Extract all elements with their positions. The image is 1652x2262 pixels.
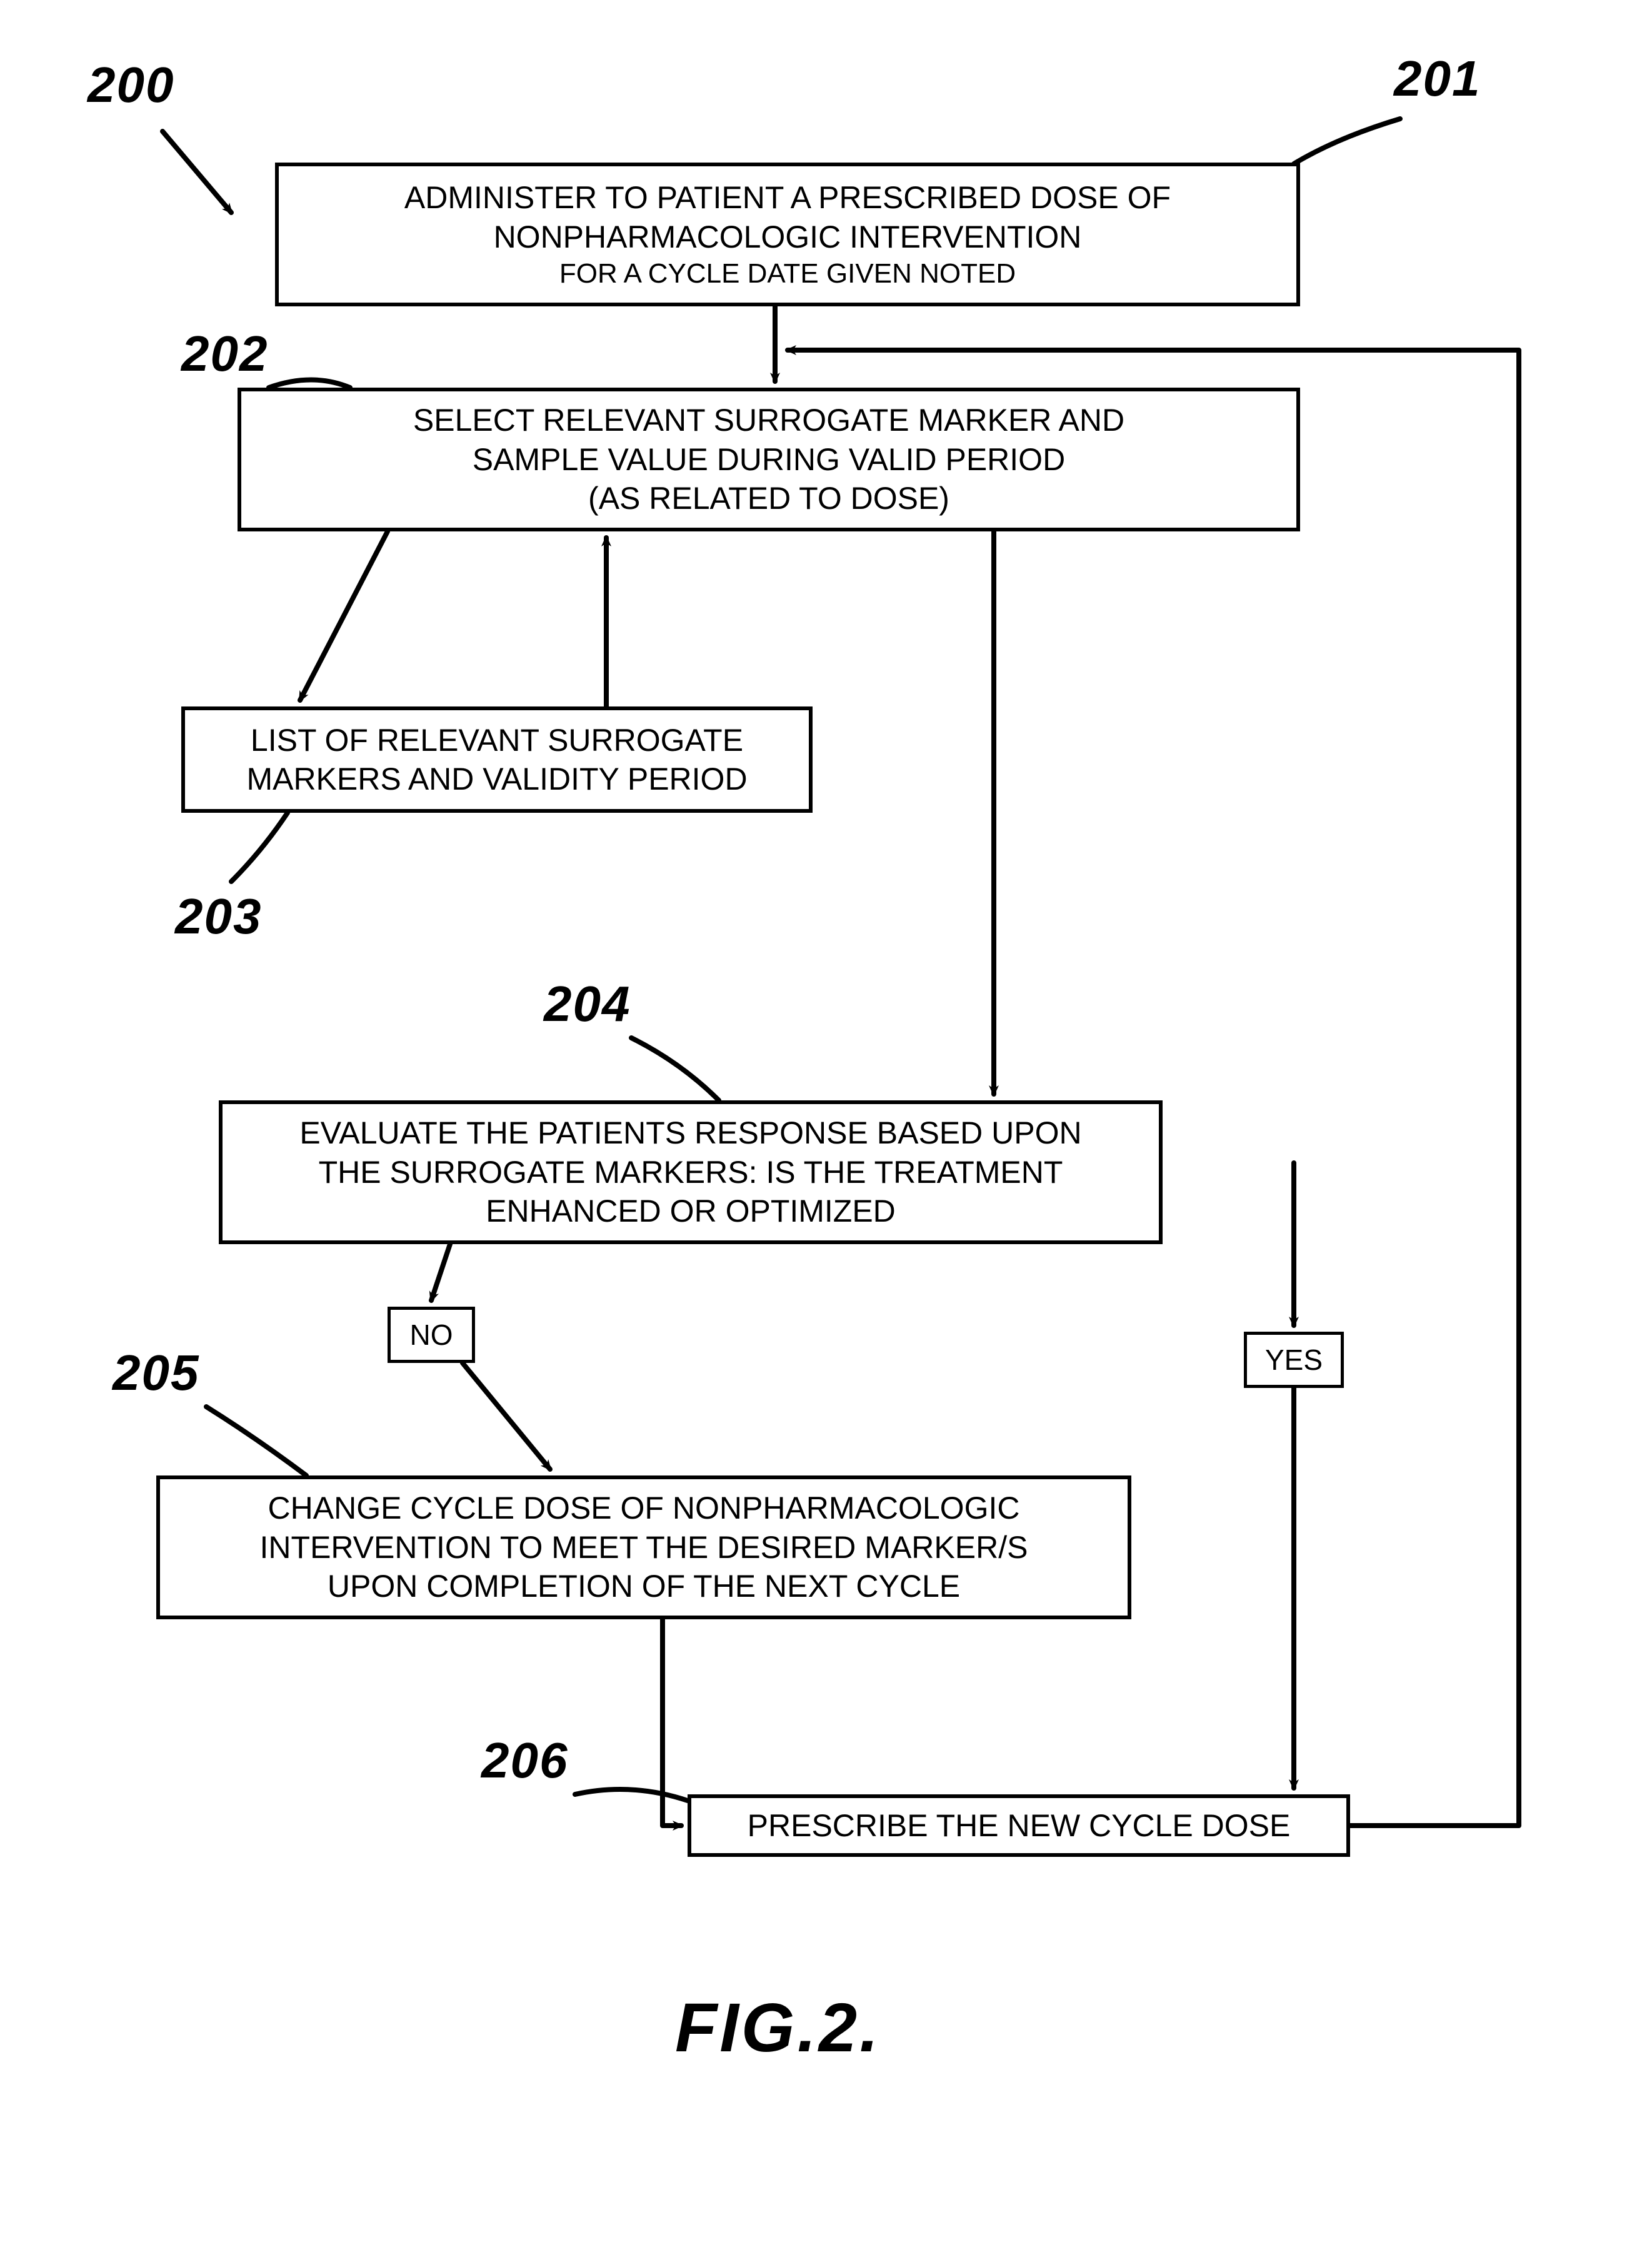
node-yes-label: YES (1265, 1343, 1323, 1377)
node-205-line1: CHANGE CYCLE DOSE OF NONPHARMACOLOGIC (268, 1489, 1020, 1528)
node-no-label: NO (410, 1318, 453, 1352)
ref-205: 205 (113, 1344, 199, 1402)
node-203-list-markers: LIST OF RELEVANT SURROGATE MARKERS AND V… (181, 706, 813, 813)
ref-201: 201 (1394, 50, 1481, 108)
node-204-line3: ENHANCED OR OPTIMIZED (486, 1192, 896, 1231)
node-203-line1: LIST OF RELEVANT SURROGATE (251, 721, 743, 760)
ref-206: 206 (481, 1732, 568, 1789)
ref-200: 200 (88, 56, 174, 114)
node-201-line2: NONPHARMACOLOGIC INTERVENTION (494, 218, 1082, 257)
node-yes: YES (1244, 1332, 1344, 1388)
node-202-line2: SAMPLE VALUE DURING VALID PERIOD (473, 440, 1065, 480)
node-202-line1: SELECT RELEVANT SURROGATE MARKER AND (413, 401, 1124, 440)
node-203-line2: MARKERS AND VALIDITY PERIOD (246, 760, 747, 799)
node-205-line2: INTERVENTION TO MEET THE DESIRED MARKER/… (260, 1528, 1028, 1567)
node-202-line3: (AS RELATED TO DOSE) (588, 479, 949, 518)
node-201-administer: ADMINISTER TO PATIENT A PRESCRIBED DOSE … (275, 163, 1300, 306)
node-no: NO (388, 1307, 475, 1363)
node-205-change-dose: CHANGE CYCLE DOSE OF NONPHARMACOLOGIC IN… (156, 1475, 1131, 1619)
figure-label: FIG.2. (675, 1988, 881, 2068)
node-204-line2: THE SURROGATE MARKERS: IS THE TREATMENT (319, 1153, 1063, 1192)
node-202-select-marker: SELECT RELEVANT SURROGATE MARKER AND SAM… (238, 388, 1300, 531)
ref-204: 204 (544, 975, 631, 1033)
node-204-evaluate: EVALUATE THE PATIENTS RESPONSE BASED UPO… (219, 1100, 1163, 1244)
node-206-prescribe: PRESCRIBE THE NEW CYCLE DOSE (688, 1794, 1350, 1857)
ref-202: 202 (181, 325, 268, 383)
ref-203: 203 (175, 888, 262, 945)
node-204-line1: EVALUATE THE PATIENTS RESPONSE BASED UPO… (299, 1113, 1081, 1153)
node-201-line1: ADMINISTER TO PATIENT A PRESCRIBED DOSE … (404, 178, 1171, 218)
node-201-line3: FOR A CYCLE DATE GIVEN NOTED (559, 256, 1016, 291)
node-205-line3: UPON COMPLETION OF THE NEXT CYCLE (328, 1567, 960, 1606)
node-206-line1: PRESCRIBE THE NEW CYCLE DOSE (748, 1806, 1291, 1846)
